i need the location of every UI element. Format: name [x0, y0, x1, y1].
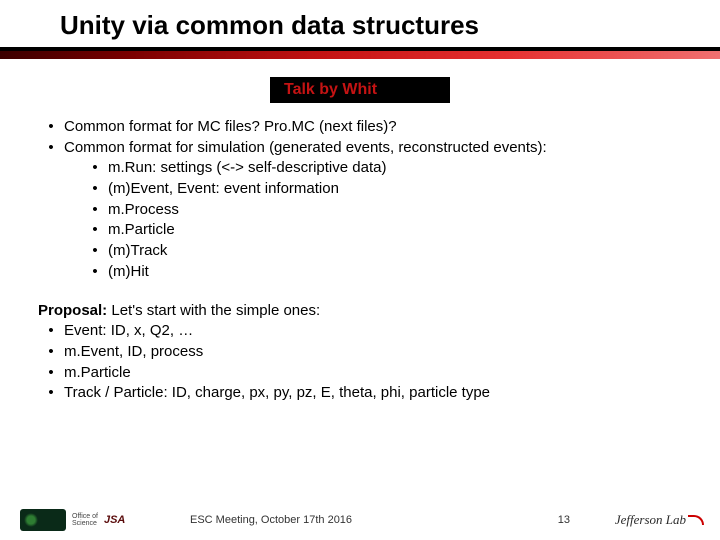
sub-bullet-item: • m.Particle: [38, 220, 682, 241]
sub-bullet-item: • (m)Track: [38, 241, 682, 262]
proposal-item: • Event: ID, x, Q2, …: [38, 321, 682, 342]
bullet-marker: •: [82, 241, 108, 262]
proposal-lead: Proposal: Let's start with the simple on…: [38, 301, 682, 322]
bullet-marker: •: [38, 321, 64, 342]
bullet-item: • Common format for MC files? Pro.MC (ne…: [38, 117, 682, 138]
office-line1: Office of: [72, 513, 98, 520]
jsa-logo: JSA: [104, 514, 125, 526]
sub-bullet-item: • (m)Event, Event: event information: [38, 179, 682, 200]
bullet-marker: •: [38, 363, 64, 384]
bullet-marker: •: [82, 262, 108, 283]
bullet-marker: •: [38, 342, 64, 363]
sub-bullet-text: (m)Track: [108, 241, 682, 262]
page-number: 13: [558, 514, 570, 526]
bullet-item: • Common format for simulation (generate…: [38, 138, 682, 159]
office-line2: Science: [72, 520, 98, 527]
jlab-logo: Jefferson Lab: [615, 512, 704, 528]
proposal-item: • Track / Particle: ID, charge, px, py, …: [38, 383, 682, 404]
bullet-marker: •: [38, 383, 64, 404]
bullet-marker: •: [82, 179, 108, 200]
footer: Office of Science JSA ESC Meeting, Octob…: [0, 500, 720, 540]
proposal-item: • m.Particle: [38, 363, 682, 384]
slide-title: Unity via common data structures: [60, 10, 680, 41]
sub-bullet-text: m.Particle: [108, 220, 682, 241]
bullet-marker: •: [38, 117, 64, 138]
bullet-text: Common format for simulation (generated …: [64, 138, 682, 159]
sub-bullet-text: m.Process: [108, 200, 682, 221]
sub-bullet-item: • m.Run: settings (<-> self-descriptive …: [38, 158, 682, 179]
doe-logo-icon: [20, 509, 66, 531]
proposal-block: Proposal: Let's start with the simple on…: [0, 301, 720, 404]
title-area: Unity via common data structures: [0, 0, 720, 45]
proposal-text: Event: ID, x, Q2, …: [64, 321, 682, 342]
bullet-text: Common format for MC files? Pro.MC (next…: [64, 117, 682, 138]
sub-bullet-item: • (m)Hit: [38, 262, 682, 283]
bullet-marker: •: [82, 200, 108, 221]
proposal-text: Track / Particle: ID, charge, px, py, pz…: [64, 383, 682, 404]
footer-left-logos: Office of Science JSA: [20, 509, 125, 531]
bullet-marker: •: [82, 158, 108, 179]
proposal-item: • m.Event, ID, process: [38, 342, 682, 363]
sub-bullet-text: (m)Hit: [108, 262, 682, 283]
proposal-lead-rest: Let's start with the simple ones:: [107, 302, 320, 319]
sub-bullet-item: • m.Process: [38, 200, 682, 221]
talk-by-container: Talk by Whit: [0, 77, 720, 103]
office-of-science-label: Office of Science: [72, 513, 98, 527]
bullet-marker: •: [82, 220, 108, 241]
accent-bar: [0, 51, 720, 59]
proposal-text: m.Particle: [64, 363, 682, 384]
sub-bullet-text: (m)Event, Event: event information: [108, 179, 682, 200]
proposal-text: m.Event, ID, process: [64, 342, 682, 363]
talk-by-box: Talk by Whit: [270, 77, 450, 103]
bullet-marker: •: [38, 138, 64, 159]
jlab-text: Jefferson Lab: [615, 512, 686, 528]
body-bullets: • Common format for MC files? Pro.MC (ne…: [0, 117, 720, 283]
proposal-label: Proposal:: [38, 302, 107, 319]
slide: Unity via common data structures Talk by…: [0, 0, 720, 540]
jlab-swoosh-icon: [688, 513, 704, 527]
sub-bullet-text: m.Run: settings (<-> self-descriptive da…: [108, 158, 682, 179]
footer-meeting-text: ESC Meeting, October 17th 2016: [190, 514, 352, 526]
